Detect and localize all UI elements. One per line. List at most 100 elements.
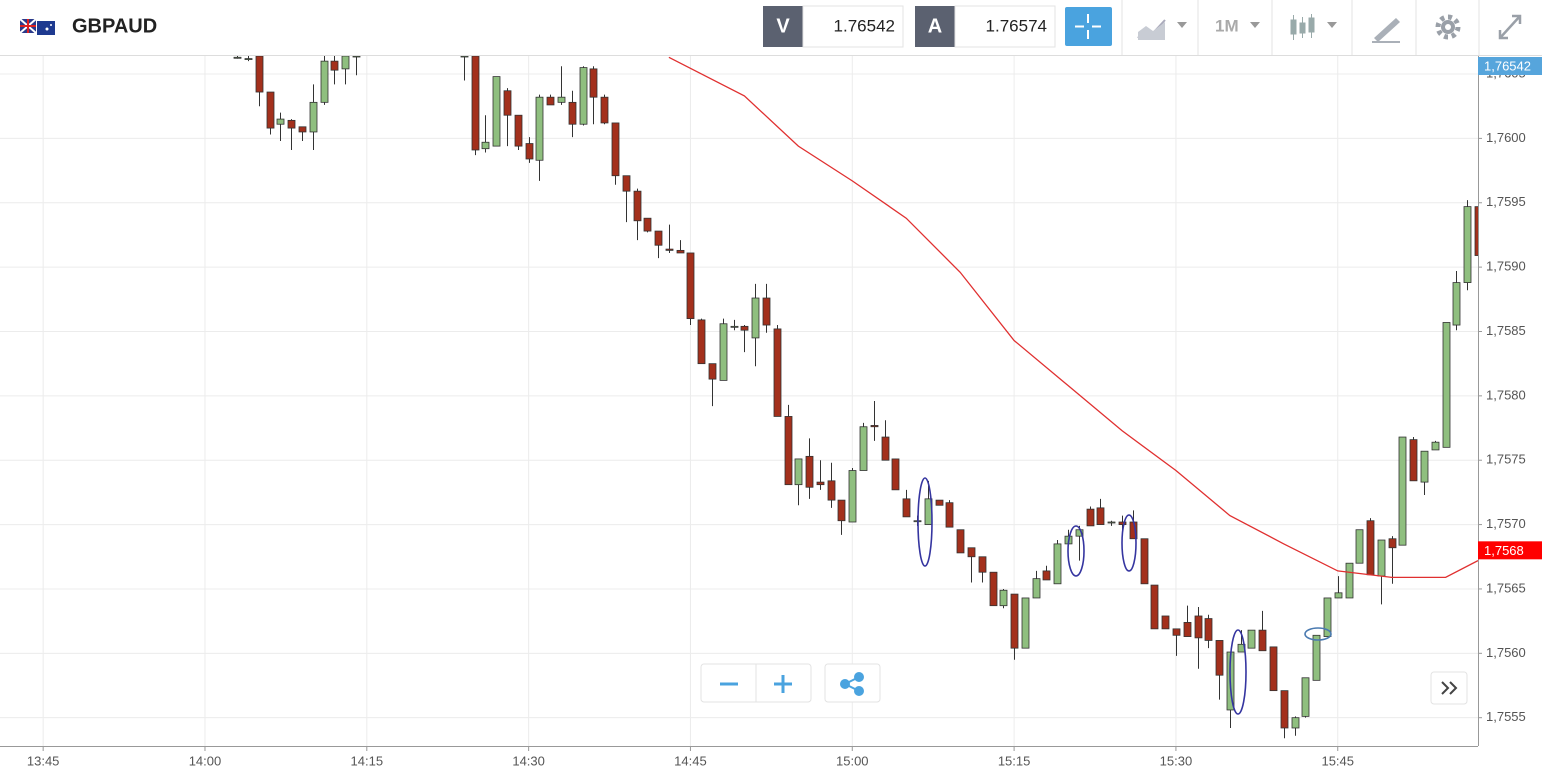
flag — [19, 18, 55, 35]
y-tick-label: 1,7565 — [1486, 580, 1526, 595]
candle-body — [1021, 597, 1030, 649]
candle-body — [1377, 539, 1386, 577]
candle-body — [600, 96, 609, 124]
candle-body — [643, 217, 652, 232]
candle-body — [1312, 634, 1321, 681]
candle-body — [1269, 646, 1278, 692]
zoom-in[interactable] — [774, 675, 792, 693]
candle-body — [848, 470, 857, 523]
candle-body — [730, 325, 739, 328]
candle-body — [1194, 615, 1203, 639]
y-tick-label: 1,7570 — [1486, 516, 1526, 531]
candle-body — [514, 114, 523, 147]
candle-body — [708, 363, 717, 380]
candle-body — [686, 252, 695, 320]
candle-type-button[interactable] — [1290, 14, 1337, 40]
crosshair-icon — [1075, 14, 1101, 39]
bid-price: 1.76542 — [834, 16, 895, 35]
circle-note — [1304, 627, 1332, 641]
candle-body — [773, 328, 782, 417]
ask-box[interactable] — [954, 5, 1056, 48]
x-tick-label: 14:30 — [512, 753, 545, 768]
price-tag — [1478, 57, 1542, 75]
timeframe[interactable]: 1M — [1215, 16, 1239, 35]
candle-body — [1323, 597, 1332, 637]
candle-body — [956, 529, 965, 554]
candle-body — [266, 91, 275, 129]
candle-body — [827, 480, 836, 501]
candle-body — [1398, 436, 1407, 546]
candle-body — [1280, 690, 1289, 729]
candle-body — [805, 455, 814, 488]
candle-body — [1107, 521, 1116, 524]
candle-body — [654, 230, 663, 246]
candle-body — [622, 175, 631, 192]
candle-body — [1388, 538, 1397, 549]
candle-body — [255, 56, 264, 93]
chart: 13:45 14:00 14:15 14:30 14:45 15:00 15:15 15:30… — [0, 56, 1542, 768]
circle-note — [917, 477, 933, 567]
settings-button[interactable] — [1435, 14, 1461, 40]
candle-body — [794, 458, 803, 486]
fullscreen-button[interactable] — [1498, 14, 1522, 40]
candle-body — [1420, 450, 1429, 483]
share-icon — [840, 672, 864, 696]
crosshair-button[interactable] — [1065, 7, 1112, 46]
candle-body — [762, 297, 771, 326]
candle-body — [309, 101, 318, 133]
candle-body — [557, 96, 566, 103]
candle-body — [1172, 628, 1181, 636]
candle-body — [989, 571, 998, 607]
candle-body — [1463, 206, 1472, 283]
candle-body — [1345, 562, 1354, 599]
bid-box[interactable] — [802, 5, 904, 48]
y-tick-label: 1,7590 — [1486, 259, 1526, 274]
circle-note — [1121, 514, 1137, 572]
candle-body — [471, 56, 480, 151]
candle-body — [1032, 578, 1041, 599]
candle-body — [697, 319, 706, 365]
candle-body — [1431, 441, 1440, 451]
candle-body — [535, 96, 544, 161]
ask-button[interactable] — [915, 6, 955, 47]
x-tick-label: 14:15 — [351, 753, 384, 768]
candle-body — [492, 76, 501, 147]
x-tick-label: 14:45 — [674, 753, 707, 768]
candle-body — [1140, 538, 1149, 585]
x-tick-label: 15:00 — [836, 753, 869, 768]
candle-body — [233, 56, 242, 59]
candle-body — [967, 547, 976, 558]
candle-body — [1183, 622, 1192, 637]
candle-body — [633, 190, 642, 222]
candle-body — [244, 58, 253, 60]
candle-body — [1291, 717, 1300, 729]
candle-body — [1452, 282, 1461, 326]
chart-type-button[interactable] — [1137, 19, 1187, 40]
candle-body — [1442, 322, 1451, 448]
candle-body — [719, 323, 728, 381]
price-tag-label: 1,76542 — [1484, 58, 1531, 73]
symbol: GBPAUD — [72, 15, 157, 37]
candle-body — [481, 141, 490, 150]
candle-body — [568, 101, 577, 125]
candle-body — [1474, 206, 1478, 256]
toolbar: GBPAUD V 1.76542 A 1.76574 1M — [0, 0, 1542, 56]
candle-body — [859, 426, 868, 471]
candle-body — [298, 126, 307, 133]
candle-body — [460, 56, 469, 58]
x-tick-label: 15:30 — [1160, 753, 1193, 768]
candle-body — [1096, 507, 1105, 525]
candle-body — [1010, 593, 1019, 649]
candle-body — [1301, 677, 1310, 717]
bid-button[interactable] — [763, 6, 803, 47]
drawing-button[interactable] — [1372, 18, 1400, 43]
candle-body — [287, 119, 296, 129]
caret — [1250, 22, 1260, 28]
candle-body — [1366, 520, 1375, 576]
candle-body — [1118, 521, 1127, 525]
x-tick-label: 15:45 — [1321, 753, 1354, 768]
candle-body — [611, 122, 620, 177]
share-button[interactable] — [824, 663, 881, 703]
ask-label: A — [928, 15, 942, 37]
